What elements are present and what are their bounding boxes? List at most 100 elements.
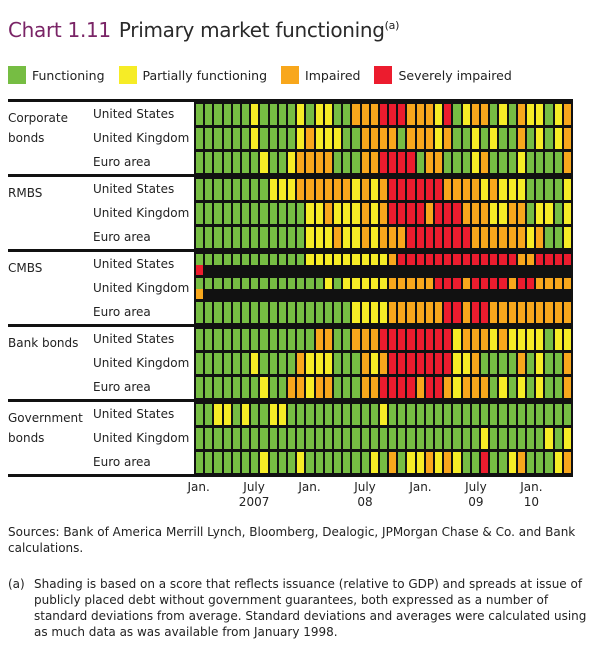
heatmap-cell — [416, 353, 424, 374]
heatmap-cell — [462, 254, 470, 265]
heatmap-cell — [306, 452, 314, 473]
heatmap-cell — [370, 179, 378, 200]
heatmap-cell — [297, 329, 305, 350]
heatmap-cell — [287, 254, 296, 265]
heatmap-cell — [278, 227, 286, 248]
heatmap-cell — [508, 452, 516, 473]
x-tick: July 2007 — [239, 480, 270, 510]
heatmap-cell — [223, 152, 231, 173]
heatmap-cell — [315, 353, 323, 374]
heatmap-cell — [481, 227, 489, 248]
cell-strip — [194, 450, 573, 474]
heatmap-row: Euro area — [8, 225, 573, 249]
heatmap-cell — [490, 203, 498, 224]
heatmap-cell — [508, 353, 516, 374]
heatmap-cell — [407, 227, 415, 248]
heatmap-cell — [278, 152, 286, 173]
heatmap-cell — [435, 428, 443, 449]
x-tick: Jan. 10 — [520, 480, 542, 510]
heatmap-cell — [545, 404, 553, 425]
heatmap-row: United Kingdom — [8, 276, 573, 300]
heatmap-cell — [453, 278, 461, 289]
heatmap-cell — [315, 278, 323, 289]
heatmap-cell — [517, 377, 526, 398]
heatmap-cell — [499, 203, 507, 224]
heatmap-cell — [471, 128, 480, 149]
heatmap-cell — [352, 404, 360, 425]
heatmap-cell — [462, 104, 470, 125]
heatmap-cell — [425, 152, 434, 173]
legend: Functioning Partially functioning Impaired… — [8, 66, 526, 84]
country-label: Euro area — [93, 305, 151, 319]
heatmap-cell — [407, 152, 415, 173]
heatmap-cell — [241, 128, 250, 149]
heatmap-cell — [370, 404, 378, 425]
heatmap-cell — [214, 104, 222, 125]
heatmap-cell — [407, 353, 415, 374]
heatmap-cell — [398, 128, 406, 149]
heatmap-cell — [416, 404, 424, 425]
heatmap-cell — [232, 353, 240, 374]
x-tick-year: 09 — [468, 495, 484, 509]
heatmap-cell — [196, 128, 204, 149]
row-group: CMBS United States United Kingdom Euro area — [8, 249, 573, 324]
heatmap-cell — [481, 128, 489, 149]
heatmap-cell — [205, 104, 213, 125]
heatmap-cell — [490, 278, 498, 289]
cell-strip — [194, 102, 573, 126]
heatmap-cell — [499, 227, 507, 248]
heatmap-cell — [379, 302, 388, 323]
heatmap-cell — [232, 152, 240, 173]
heatmap-cell — [223, 377, 231, 398]
heatmap-cell — [324, 452, 332, 473]
heatmap-cell — [306, 179, 314, 200]
heatmap-cell — [462, 128, 470, 149]
heatmap-cell — [536, 404, 544, 425]
heatmap-cell — [545, 104, 553, 125]
heatmap-cell — [554, 278, 562, 289]
sources-note: Sources: Bank of America Merrill Lynch, … — [8, 525, 576, 555]
heatmap-cell — [545, 152, 553, 173]
heatmap-cell — [352, 254, 360, 265]
heatmap-cell — [462, 329, 470, 350]
heatmap-cell — [223, 104, 231, 125]
heatmap-cell — [425, 377, 434, 398]
heatmap-cell — [517, 152, 526, 173]
heatmap-cell — [352, 353, 360, 374]
heatmap-cell — [287, 452, 296, 473]
heatmap-cell — [435, 377, 443, 398]
x-tick: Jan. — [298, 480, 320, 510]
heatmap-cell — [205, 152, 213, 173]
heatmap-cell — [370, 128, 378, 149]
heatmap-cell — [324, 203, 332, 224]
heatmap-cell — [361, 353, 369, 374]
heatmap-cell — [297, 254, 305, 265]
heatmap-cell — [343, 377, 351, 398]
heatmap-cell — [361, 179, 369, 200]
heatmap-cell — [398, 278, 406, 289]
cell-strip — [194, 402, 573, 426]
heatmap-cell — [260, 152, 268, 173]
heatmap-cell — [425, 179, 434, 200]
heatmap-cell — [205, 404, 213, 425]
heatmap-cell — [425, 353, 434, 374]
heatmap-cell — [490, 104, 498, 125]
heatmap-row: United States — [8, 252, 573, 276]
heatmap-cell — [563, 254, 571, 265]
heatmap-cell — [416, 179, 424, 200]
heatmap-row: Euro area — [8, 300, 573, 324]
heatmap-cell — [527, 278, 535, 289]
heatmap-cell — [453, 428, 461, 449]
x-tick-label: Jan. — [520, 480, 543, 494]
heatmap-row: United States — [8, 402, 573, 426]
heatmap-cell — [416, 128, 424, 149]
cell-strip — [194, 327, 573, 351]
heatmap-cell — [260, 128, 268, 149]
heatmap-cell — [196, 288, 204, 299]
heatmap-cell — [196, 302, 204, 323]
group-label: RMBS — [8, 186, 43, 200]
heatmap-row: United States — [8, 177, 573, 201]
heatmap-cell — [527, 377, 535, 398]
heatmap-row: Euro area — [8, 150, 573, 174]
heatmap-cell — [232, 404, 240, 425]
